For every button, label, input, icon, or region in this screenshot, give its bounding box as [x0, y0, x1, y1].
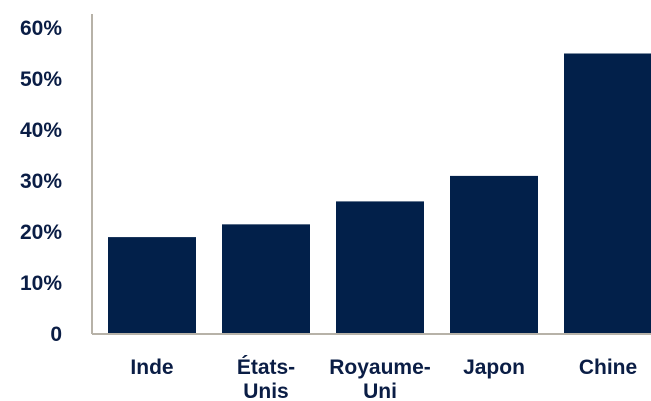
- y-tick-label: 40%: [20, 119, 62, 142]
- y-axis-ticks: 0 10% 20% 30% 40% 50% 60%: [20, 17, 62, 346]
- x-category-label-line: Royaume-: [329, 356, 431, 379]
- bars-group: [108, 53, 651, 334]
- x-category-label: Inde: [130, 356, 173, 379]
- y-tick-label: 10%: [20, 272, 62, 295]
- y-tick-label: 60%: [20, 17, 62, 40]
- y-tick-label: 50%: [20, 68, 62, 91]
- x-category-label-line: Unis: [243, 380, 289, 401]
- bar: [450, 175, 538, 334]
- x-category-label: Chine: [579, 356, 637, 379]
- y-tick-label: 0: [50, 323, 62, 346]
- bar: [564, 53, 651, 334]
- x-category-label-line: Chine: [579, 356, 637, 379]
- x-category-label: Royaume-Uni: [329, 356, 431, 401]
- bar: [222, 224, 310, 334]
- x-category-label-line: Inde: [130, 356, 173, 379]
- y-tick-label: 20%: [20, 221, 62, 244]
- x-category-label-line: Uni: [363, 380, 397, 401]
- x-category-label: États-Unis: [237, 356, 295, 401]
- bar: [336, 201, 424, 334]
- x-category-label: Japon: [463, 356, 525, 379]
- x-category-label-line: États-: [237, 356, 295, 379]
- x-axis-labels: Inde États-Unis Royaume-Uni Japon Chine: [130, 356, 637, 401]
- bar: [108, 237, 196, 334]
- y-tick-label: 30%: [20, 170, 62, 193]
- x-category-label-line: Japon: [463, 356, 525, 379]
